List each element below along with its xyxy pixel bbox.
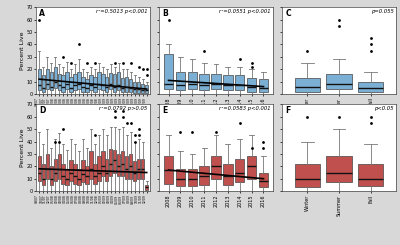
PathPatch shape	[247, 78, 256, 92]
PathPatch shape	[121, 78, 124, 92]
PathPatch shape	[58, 154, 61, 179]
Text: p<0.05: p<0.05	[374, 106, 394, 111]
PathPatch shape	[137, 159, 140, 179]
Text: p=0.055: p=0.055	[371, 9, 394, 14]
PathPatch shape	[199, 166, 209, 185]
PathPatch shape	[93, 164, 96, 184]
PathPatch shape	[133, 161, 136, 181]
PathPatch shape	[93, 77, 96, 92]
PathPatch shape	[235, 159, 244, 183]
PathPatch shape	[164, 156, 173, 184]
Text: C: C	[286, 9, 291, 18]
PathPatch shape	[223, 75, 233, 90]
PathPatch shape	[74, 74, 77, 90]
PathPatch shape	[129, 79, 132, 92]
PathPatch shape	[129, 154, 132, 179]
PathPatch shape	[145, 85, 148, 93]
Text: r²=0.0551 p<0.001: r²=0.0551 p<0.001	[219, 9, 271, 14]
PathPatch shape	[85, 166, 88, 184]
PathPatch shape	[164, 54, 173, 89]
PathPatch shape	[113, 74, 116, 92]
PathPatch shape	[78, 169, 81, 185]
PathPatch shape	[66, 72, 69, 89]
PathPatch shape	[105, 77, 108, 92]
PathPatch shape	[141, 84, 144, 93]
PathPatch shape	[188, 169, 197, 186]
PathPatch shape	[141, 159, 144, 179]
Text: E: E	[162, 106, 168, 115]
PathPatch shape	[97, 156, 100, 181]
PathPatch shape	[199, 74, 209, 90]
PathPatch shape	[176, 169, 185, 186]
PathPatch shape	[82, 160, 84, 183]
PathPatch shape	[82, 77, 84, 92]
PathPatch shape	[78, 72, 81, 89]
PathPatch shape	[125, 77, 128, 92]
PathPatch shape	[295, 78, 320, 92]
PathPatch shape	[211, 74, 221, 89]
Text: B: B	[162, 9, 168, 18]
PathPatch shape	[133, 82, 136, 93]
PathPatch shape	[46, 69, 49, 89]
Text: r²=0.0792 p>0.05: r²=0.0792 p>0.05	[99, 106, 148, 111]
PathPatch shape	[137, 82, 140, 93]
PathPatch shape	[54, 159, 57, 181]
PathPatch shape	[70, 160, 73, 181]
PathPatch shape	[50, 72, 53, 90]
PathPatch shape	[54, 67, 57, 88]
PathPatch shape	[211, 156, 221, 179]
PathPatch shape	[101, 151, 104, 176]
PathPatch shape	[66, 169, 69, 185]
PathPatch shape	[101, 74, 104, 90]
PathPatch shape	[113, 150, 116, 172]
PathPatch shape	[89, 75, 92, 90]
PathPatch shape	[38, 156, 41, 181]
Y-axis label: Percent Live: Percent Live	[20, 31, 25, 70]
PathPatch shape	[259, 79, 268, 92]
PathPatch shape	[38, 69, 41, 90]
Y-axis label: Percent Live: Percent Live	[20, 129, 25, 167]
PathPatch shape	[109, 149, 112, 176]
PathPatch shape	[326, 74, 352, 89]
PathPatch shape	[42, 75, 45, 92]
PathPatch shape	[358, 164, 383, 186]
PathPatch shape	[176, 72, 185, 90]
PathPatch shape	[105, 159, 108, 181]
PathPatch shape	[42, 164, 45, 185]
PathPatch shape	[295, 164, 320, 187]
PathPatch shape	[58, 74, 61, 90]
PathPatch shape	[89, 151, 92, 179]
PathPatch shape	[145, 185, 148, 190]
PathPatch shape	[62, 164, 65, 184]
PathPatch shape	[326, 156, 352, 183]
PathPatch shape	[50, 166, 53, 185]
PathPatch shape	[259, 172, 268, 187]
PathPatch shape	[74, 164, 77, 184]
Text: A: A	[40, 9, 45, 18]
PathPatch shape	[117, 72, 120, 90]
PathPatch shape	[46, 154, 49, 179]
PathPatch shape	[62, 75, 65, 92]
Text: r²=0.5013 p<0.001: r²=0.5013 p<0.001	[96, 9, 148, 14]
PathPatch shape	[247, 156, 256, 179]
PathPatch shape	[117, 154, 120, 176]
PathPatch shape	[97, 72, 100, 89]
PathPatch shape	[85, 79, 88, 92]
PathPatch shape	[109, 73, 112, 89]
PathPatch shape	[235, 75, 244, 90]
PathPatch shape	[223, 164, 233, 185]
PathPatch shape	[125, 156, 128, 179]
PathPatch shape	[121, 151, 124, 176]
Text: r²=0.0583 p<0.001: r²=0.0583 p<0.001	[219, 106, 271, 111]
PathPatch shape	[188, 72, 197, 89]
PathPatch shape	[358, 82, 383, 92]
Text: F: F	[286, 106, 291, 115]
PathPatch shape	[70, 77, 73, 92]
Text: D: D	[40, 106, 46, 115]
